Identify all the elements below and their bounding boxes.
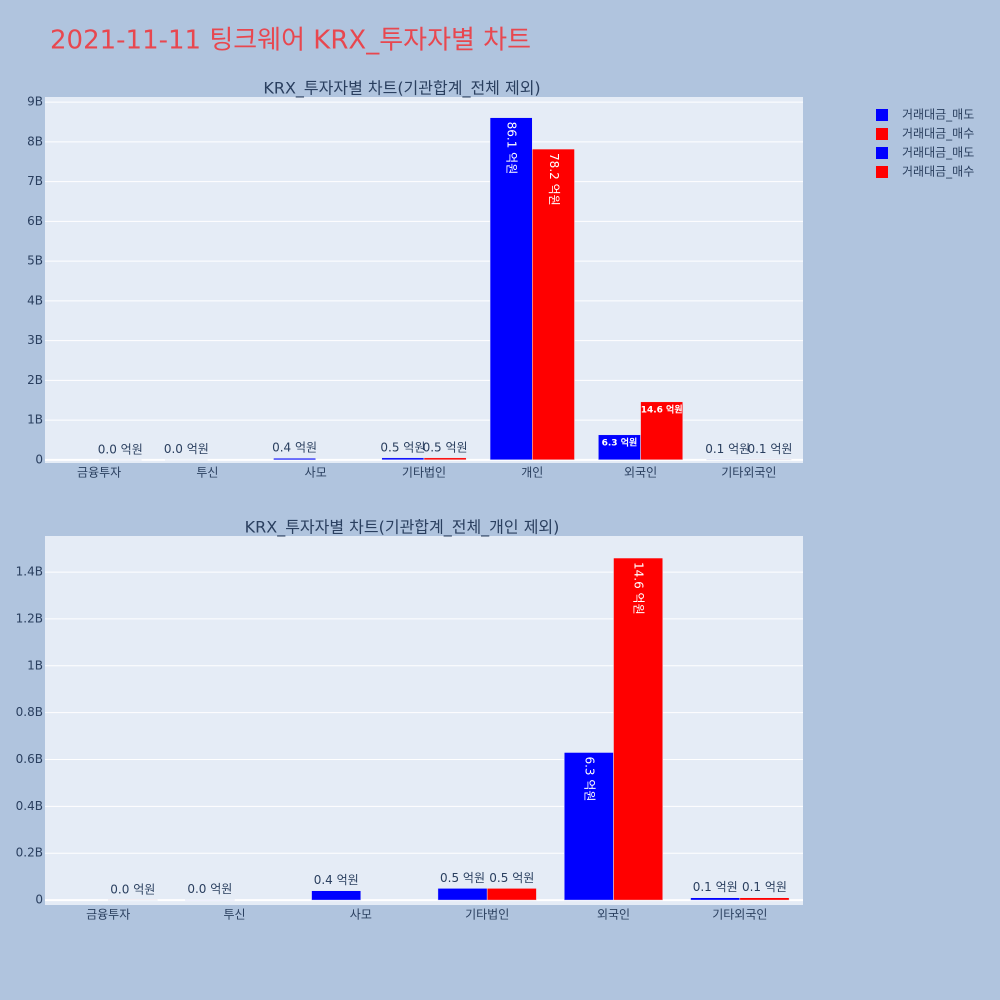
bar <box>184 899 235 901</box>
y-tick-label: 8B <box>27 134 43 148</box>
bar <box>532 148 575 461</box>
bar <box>381 457 425 461</box>
y-tick-label: 1B <box>27 413 43 427</box>
value-label: 0.1 억원 <box>705 442 750 456</box>
y-tick-label: 5B <box>27 254 43 268</box>
y-tick-label: 2B <box>27 373 43 387</box>
x-tick-label: 금융투자 <box>86 908 130 922</box>
value-label: 14.6 억원 <box>641 403 683 415</box>
chart-title: KRX_투자자별 차트(기관합계_전체 제외) <box>263 79 540 99</box>
legend-label: 거래대금_매수 <box>902 165 974 179</box>
value-label: 0.0 억원 <box>110 882 155 896</box>
bar <box>273 457 316 461</box>
legend-label: 거래대금_매도 <box>902 108 974 122</box>
x-tick-label: 투신 <box>196 466 218 480</box>
value-label: 0.4 억원 <box>314 873 359 887</box>
y-tick-label: 0.2B <box>16 846 43 860</box>
x-tick-label: 사모 <box>350 908 372 922</box>
bar <box>640 401 684 461</box>
value-label: 6.3 억원 <box>582 756 596 801</box>
bar <box>489 117 533 461</box>
legend-label: 거래대금_매도 <box>902 146 974 160</box>
value-label: 0.4 억원 <box>272 441 317 455</box>
legend-swatch <box>876 128 888 140</box>
legend-swatch <box>876 109 888 121</box>
x-tick-label: 기타외국인 <box>712 908 767 922</box>
bar <box>748 459 792 461</box>
bar <box>563 752 614 901</box>
bar <box>107 899 158 901</box>
y-tick-label: 0.6B <box>16 752 43 766</box>
bar <box>486 888 537 901</box>
y-tick-label: 6B <box>27 214 43 228</box>
bar <box>706 459 750 461</box>
bar <box>739 897 790 901</box>
bar <box>613 557 664 901</box>
bar <box>164 459 208 461</box>
y-tick-label: 1.4B <box>16 565 43 579</box>
bar <box>98 459 142 461</box>
y-tick-label: 1.2B <box>16 611 43 625</box>
bar <box>423 457 467 461</box>
value-label: 0.5 억원 <box>489 871 534 885</box>
value-label: 0.1 억원 <box>693 880 738 894</box>
x-tick-label: 기타법인 <box>402 466 446 480</box>
plot-area <box>45 97 803 463</box>
value-label: 6.3 억원 <box>602 436 638 448</box>
y-tick-label: 0.8B <box>16 705 43 719</box>
value-label: 0.0 억원 <box>164 442 209 456</box>
legend-swatch <box>876 147 888 159</box>
value-label: 0.0 억원 <box>98 442 143 456</box>
y-tick-label: 4B <box>27 293 43 307</box>
y-tick-label: 1B <box>27 658 43 672</box>
y-tick-label: 0.4B <box>16 799 43 813</box>
value-label: 0.5 억원 <box>423 440 468 454</box>
value-label: 0.0 억원 <box>187 882 232 896</box>
x-tick-label: 개인 <box>521 466 543 480</box>
value-label: 0.1 억원 <box>747 442 792 456</box>
value-label: 14.6 억원 <box>632 562 646 615</box>
y-tick-label: 3B <box>27 333 43 347</box>
y-tick-label: 0 <box>35 893 43 907</box>
page-title: 2021-11-11 팅크웨어 KRX_투자자별 차트 <box>50 26 531 56</box>
bar <box>598 434 641 461</box>
x-tick-label: 외국인 <box>597 908 630 922</box>
chart-title: KRX_투자자별 차트(기관합계_전체_개인 제외) <box>245 518 560 538</box>
x-tick-label: 기타외국인 <box>721 466 776 480</box>
x-tick-label: 투신 <box>223 908 245 922</box>
bar <box>437 888 488 901</box>
legend-label: 거래대금_매수 <box>902 127 974 141</box>
bar <box>690 897 741 901</box>
value-label: 0.5 억원 <box>440 871 485 885</box>
value-label: 86.1 억원 <box>505 122 519 175</box>
value-label: 0.1 억원 <box>742 880 787 894</box>
value-label: 78.2 억원 <box>547 153 561 206</box>
x-tick-label: 금융투자 <box>77 466 121 480</box>
x-tick-label: 사모 <box>305 466 327 480</box>
y-tick-label: 9B <box>27 95 43 109</box>
legend-swatch <box>876 166 888 178</box>
x-tick-label: 기타법인 <box>465 908 509 922</box>
bar <box>311 890 362 901</box>
value-label: 0.5 억원 <box>380 440 425 454</box>
y-tick-label: 0 <box>35 452 43 466</box>
plot-area <box>45 536 803 905</box>
y-tick-label: 7B <box>27 174 43 188</box>
x-tick-label: 외국인 <box>624 466 657 480</box>
